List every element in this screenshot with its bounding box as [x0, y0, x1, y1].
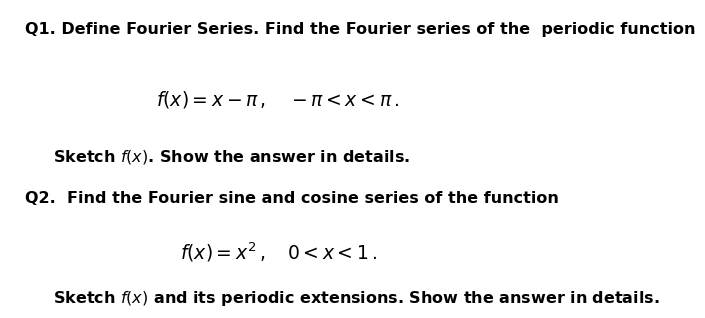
Text: $f(x) = x - \pi\,, \quad -\pi < x < \pi\,.$: $f(x) = x - \pi\,, \quad -\pi < x < \pi\… — [157, 89, 400, 110]
Text: Sketch $f(x)$ and its periodic extensions. Show the answer in details.: Sketch $f(x)$ and its periodic extension… — [53, 289, 660, 308]
Text: $f(x) = x^2\,,\quad 0 < x < 1\,.$: $f(x) = x^2\,,\quad 0 < x < 1\,.$ — [180, 240, 376, 264]
Text: Sketch $f(x)$. Show the answer in details.: Sketch $f(x)$. Show the answer in detail… — [53, 148, 410, 166]
Text: Q1. Define Fourier Series. Find the Fourier series of the  periodic function: Q1. Define Fourier Series. Find the Four… — [25, 22, 696, 37]
Text: Q2.  Find the Fourier sine and cosine series of the function: Q2. Find the Fourier sine and cosine ser… — [25, 191, 559, 206]
